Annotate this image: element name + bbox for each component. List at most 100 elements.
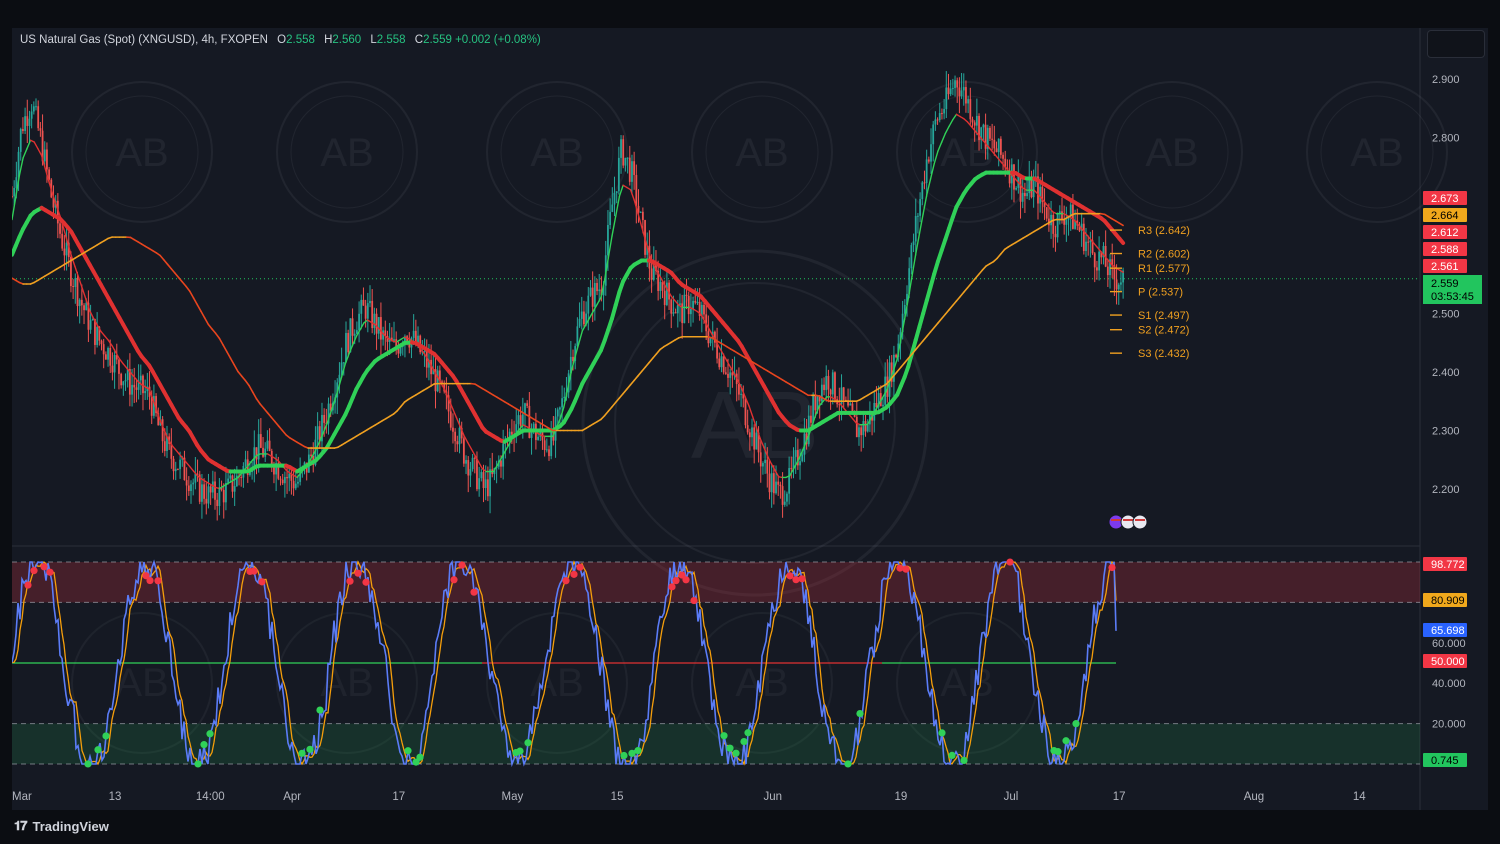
ma-line-0 [285,469,291,474]
candle-body [131,384,133,395]
chart-canvas[interactable]: ABABABABABABABABABABABABABR3 (2.642)R2 (… [10,28,1488,810]
ma-line-0 [207,482,213,486]
price-tag-bg [1423,242,1467,256]
ma-line-0 [129,371,135,378]
ma-line-0 [92,317,98,326]
ma-line-1 [921,298,929,316]
candle-body [753,427,756,450]
ma-line-0 [1003,165,1010,172]
ma-line-0 [737,379,743,390]
stoch-buy-dot [200,741,208,749]
ma-line-0 [970,125,976,132]
candle-body [142,375,144,394]
ma-line-2 [203,316,210,326]
stoch-sell-dot [678,571,686,579]
ma-line-2 [981,265,987,271]
candle-body [375,313,378,334]
candle-body [945,87,948,110]
candle-body [428,359,430,368]
ma-line-0 [800,444,806,456]
candle-body [26,116,29,126]
time-axis-tick: 19 [894,791,907,803]
candle-body [943,109,946,114]
tradingview-label: TradingView [32,818,109,834]
ma-line-0 [418,346,424,353]
candle-body [515,424,518,436]
ma-line-0 [574,343,580,358]
ma-line-0 [881,390,887,399]
candle-body [768,473,771,493]
candle-body [500,460,502,467]
candle-body [220,487,223,490]
ma-line-0 [603,257,610,281]
ma-line-0 [55,204,61,218]
tradingview-branding[interactable]: 𝟏𝟕 TradingView [14,818,109,834]
ma-line-0 [344,353,350,365]
ma-line-0 [292,474,298,479]
ma-line-0 [492,464,498,473]
ma-line-0 [189,465,195,472]
candle-body [371,300,374,329]
stoch-sell-dot [682,576,690,584]
candle-body [860,427,863,436]
candle-body [762,463,764,467]
candle-body [382,330,385,340]
ma-line-0 [811,414,817,427]
candle-body [384,330,387,336]
candle-body [796,450,799,466]
candle-body [864,421,867,432]
ma-line-0 [1000,161,1006,167]
candle-body [816,395,819,411]
ma-line-0 [77,276,84,290]
candle-body [100,340,103,345]
candle-body [596,283,598,292]
time-axis-tick: 14 [1353,791,1366,803]
candle-body [716,342,718,359]
ma-line-1 [613,289,622,308]
candle-body [373,313,376,329]
ma-line-0 [615,195,621,217]
candle-body [11,196,13,198]
ma-line-0 [318,432,324,443]
symbol-legend[interactable]: US Natural Gas (Spot) (XNGUSD), 4h, FXOP… [20,34,541,46]
ma-line-0 [926,178,932,196]
ma-line-0 [915,233,921,256]
ma-line-2 [940,313,947,320]
ma-line-0 [874,403,880,412]
ma-line-0 [611,215,617,237]
candle-body [318,426,321,442]
chart-control-button[interactable] [1427,30,1485,58]
chart-frame[interactable]: ABABABABABABABABABABABABABR3 (2.642)R2 (… [10,28,1488,810]
stoch-sell-dot [146,576,154,585]
price-axis-tick: 2.900 [1432,74,1460,86]
candle-body [43,149,46,162]
stoch-buy-dot [1054,748,1062,756]
candle-body [794,450,797,457]
ma-line-0 [892,358,898,372]
ma-line-2 [192,297,198,306]
candle-body [275,463,278,475]
ma-line-0 [755,427,761,440]
candle-body [973,122,976,126]
candle-body [1045,207,1048,219]
candle-body [218,487,221,506]
candle-body [949,88,952,95]
candle-body [556,409,559,417]
price-axis-tick: 2.200 [1432,484,1460,496]
candle-body [652,263,655,280]
stoch-buy-dot [412,758,420,766]
candle-body [323,414,326,423]
candle-body [842,387,845,400]
ma-line-2 [1118,222,1124,227]
candle-body [912,241,915,246]
candle-body [91,319,94,321]
ma-line-0 [11,196,17,221]
candle-body [126,368,129,381]
candle-body [454,431,457,442]
change-value: +0.002 (+0.08%) [455,34,541,46]
ma-line-2 [185,285,191,293]
stoch-buy-dot [1072,720,1080,728]
ma-line-0 [592,303,598,312]
candle-body [519,415,522,426]
candle-body [235,475,238,487]
